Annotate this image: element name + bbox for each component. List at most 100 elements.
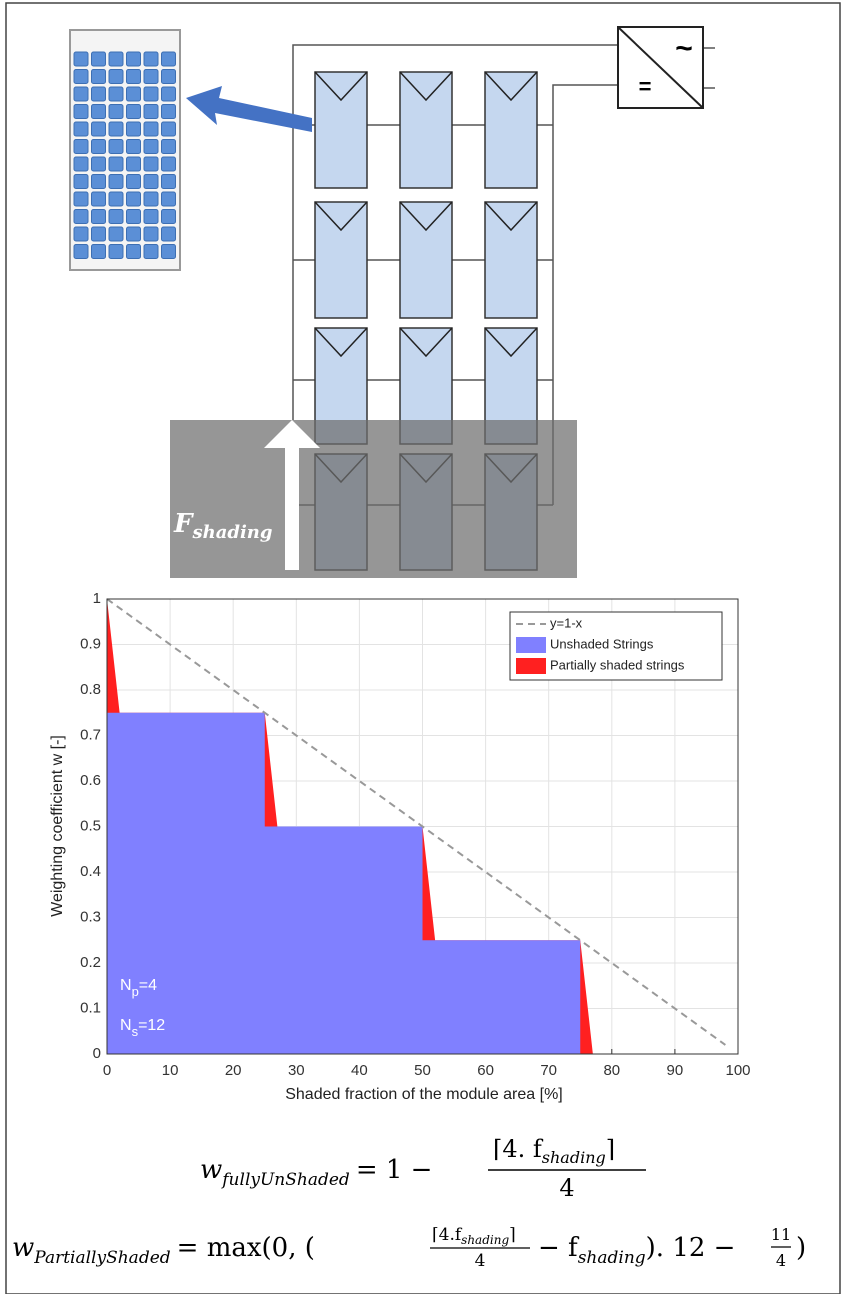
panel-cell [74, 87, 88, 101]
mid: − f [538, 1233, 580, 1263]
eq: = 1 − [356, 1155, 433, 1185]
shading-f: F [173, 509, 194, 539]
panel-cell [92, 70, 106, 84]
panel-cell [162, 192, 176, 206]
num-end: ⌉ [606, 1135, 615, 1163]
panel-cell [127, 227, 141, 241]
formula-2-den: 4 [475, 1251, 486, 1271]
inverter-ac: ~ [675, 32, 693, 65]
pv-module [485, 202, 537, 318]
panel-cell [92, 87, 106, 101]
panel-cell [162, 157, 176, 171]
formula-2-lhs: wPartiallyShaded= max(0, ( [12, 1233, 315, 1268]
panel-cell [109, 140, 123, 154]
panel-cell [92, 192, 106, 206]
panel-cell [144, 87, 158, 101]
panel-cell [144, 227, 158, 241]
panel-cell [162, 122, 176, 136]
y-tick-label: 0.9 [80, 635, 101, 652]
panel-cell [74, 70, 88, 84]
annotation-text: N [120, 977, 132, 994]
x-axis-label: Shaded fraction of the module area [%] [285, 1086, 563, 1103]
diagram: ~ = Fshading [70, 27, 715, 578]
panel-cell [144, 105, 158, 119]
panel-cell [92, 52, 106, 66]
panel-cell [127, 175, 141, 189]
num: ⌈4. f [493, 1135, 544, 1163]
x-tick-label: 70 [540, 1062, 557, 1079]
panel-cell [144, 175, 158, 189]
x-tick-label: 40 [351, 1062, 368, 1079]
panel-cell [109, 122, 123, 136]
panel-cell [162, 70, 176, 84]
panel-cell [127, 245, 141, 259]
y-tick-label: 0.3 [80, 908, 101, 925]
pv-module [400, 202, 452, 318]
legend-label: Unshaded Strings [550, 636, 654, 651]
panel-cell [144, 122, 158, 136]
panel-cell [144, 70, 158, 84]
panel-cell [144, 140, 158, 154]
panel-cell [109, 70, 123, 84]
x-tick-label: 100 [725, 1062, 750, 1079]
plot: Shaded fraction of the module area [%] W… [49, 590, 751, 1103]
panel-cell [162, 245, 176, 259]
legend-label: y=1-x [550, 615, 583, 630]
page: ~ = Fshading Shaded fraction of the modu… [0, 0, 846, 1294]
y-tick-label: 0.8 [80, 681, 101, 698]
panel-cell [162, 175, 176, 189]
x-tick-label: 90 [667, 1062, 684, 1079]
panel-cell [162, 105, 176, 119]
formula-2-num: ⌈4.fshading⌉ [432, 1225, 516, 1247]
x-tick-label: 60 [477, 1062, 494, 1079]
annotation-suffix: =4 [139, 977, 157, 994]
num: ⌈4.f [432, 1225, 463, 1245]
panel-cell [109, 210, 123, 224]
panel-cell [127, 52, 141, 66]
num-sub: shading [542, 1148, 606, 1167]
formulas: wfullyUnShaded= 1 − ⌈4. fshading⌉ 4 wPar… [12, 1135, 806, 1271]
panel-cell [74, 210, 88, 224]
panel-cell [109, 245, 123, 259]
inverter-dc: = [639, 74, 652, 99]
panel-cell [109, 157, 123, 171]
post: ). 12 − [646, 1233, 736, 1263]
var: w [12, 1233, 34, 1263]
formula-1-num: ⌈4. fshading⌉ [493, 1135, 615, 1167]
panel-cell [74, 105, 88, 119]
panel-cell [127, 210, 141, 224]
shading-sub: shading [191, 522, 272, 543]
panel-cell [92, 140, 106, 154]
num-sub: shading [461, 1233, 509, 1247]
legend-swatch [516, 637, 546, 653]
formula-1-den: 4 [559, 1174, 574, 1202]
var-sub: fullyUnShaded [220, 1170, 350, 1190]
panel-cell [92, 175, 106, 189]
x-tick-label: 10 [162, 1062, 179, 1079]
formula-2-den2: 4 [776, 1251, 786, 1270]
x-tick-label: 0 [103, 1062, 111, 1079]
num-end: ⌉ [509, 1225, 516, 1245]
formula-1-lhs: wfullyUnShaded= 1 − [200, 1155, 432, 1190]
panel-cell [127, 192, 141, 206]
panel-cell [127, 87, 141, 101]
y-tick-label: 0.7 [80, 726, 101, 743]
panel-cell [144, 52, 158, 66]
panel-cell [109, 105, 123, 119]
y-tick-label: 0.4 [80, 863, 101, 880]
panel-cell [109, 192, 123, 206]
x-tick-label: 30 [288, 1062, 305, 1079]
panel-cell [74, 192, 88, 206]
panel-cell [144, 157, 158, 171]
formula-2-mid: − fshading). 12 − [538, 1233, 735, 1268]
panel-cell [127, 140, 141, 154]
panel-cell [162, 227, 176, 241]
x-tick-label: 80 [603, 1062, 620, 1079]
panel-cell [144, 192, 158, 206]
panel-cell [74, 52, 88, 66]
panel-cell [127, 70, 141, 84]
y-tick-label: 0.6 [80, 772, 101, 789]
formula-2-num2: 11 [771, 1225, 791, 1244]
panel-cell [162, 210, 176, 224]
pv-module [485, 72, 537, 188]
